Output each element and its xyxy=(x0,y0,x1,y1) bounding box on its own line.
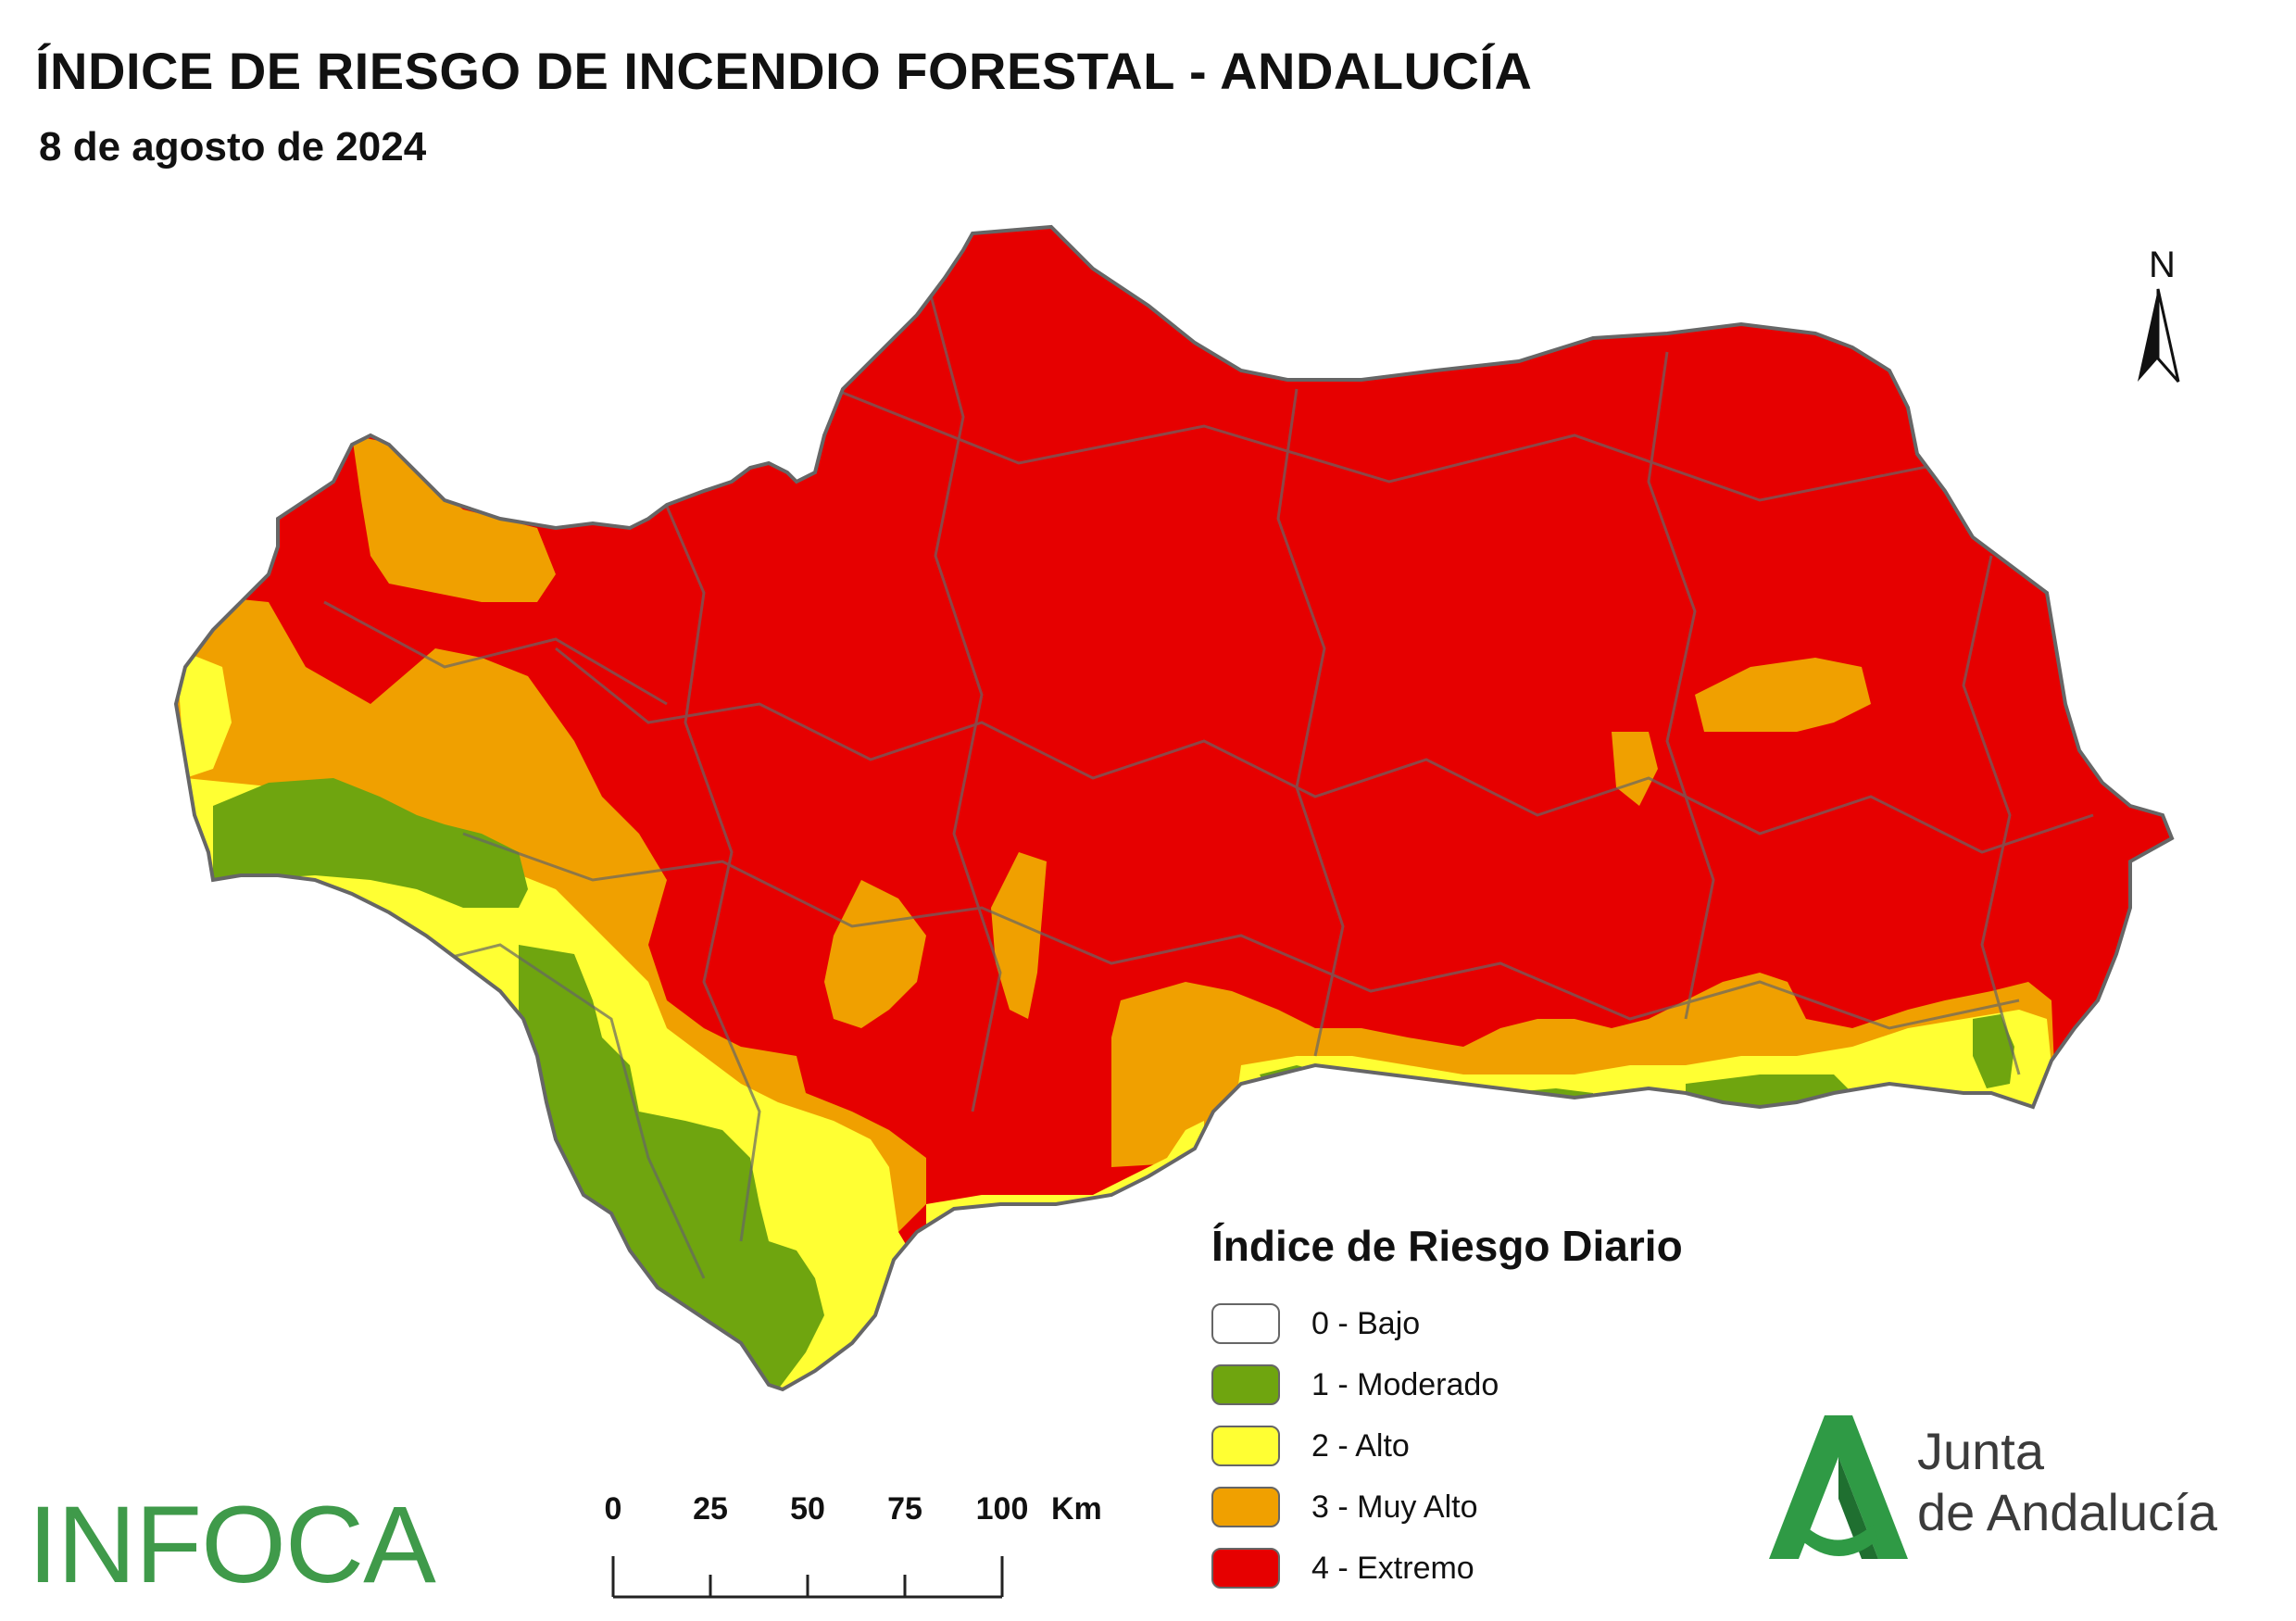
map-title: ÍNDICE DE RIESGO DE INCENDIO FORESTAL - … xyxy=(35,42,1533,100)
legend-title: Índice de Riesgo Diario xyxy=(1211,1222,1683,1270)
legend-swatch-moderado xyxy=(1211,1364,1280,1405)
junta-andalucia-logo: Junta de Andalucía xyxy=(1769,1415,2269,1564)
municipal-boundaries xyxy=(277,277,2094,1279)
infoca-logo: INFOCA xyxy=(28,1484,436,1606)
scale-tick-label: 75 xyxy=(887,1491,922,1527)
scale-unit: Km xyxy=(1051,1491,1102,1527)
junta-logo-line1: Junta xyxy=(1917,1422,2044,1480)
north-label: N xyxy=(2149,245,2176,285)
muy-alto-zone-north xyxy=(352,435,556,602)
legend-item-moderado: 1 - Moderado xyxy=(1211,1354,1683,1415)
muy-alto-zone-east xyxy=(1695,658,1871,732)
scale-tick-label: 25 xyxy=(693,1491,728,1527)
legend-item-bajo: 0 - Bajo xyxy=(1211,1293,1683,1354)
legend-swatch-muy-alto xyxy=(1211,1487,1280,1527)
scale-tick-label: 100 xyxy=(975,1491,1029,1527)
moderado-zone-east xyxy=(1973,1014,2014,1088)
moderado-zone-cadiz xyxy=(519,945,824,1389)
north-arrow-icon xyxy=(2138,288,2180,383)
scale-bar: 0 25 50 75 100 Km xyxy=(593,1491,1111,1602)
scale-tick-label: 0 xyxy=(604,1491,622,1527)
legend-swatch-bajo xyxy=(1211,1303,1280,1344)
legend-swatch-alto xyxy=(1211,1426,1280,1466)
legend-label: 2 - Alto xyxy=(1311,1427,1410,1464)
legend-item-alto: 2 - Alto xyxy=(1211,1415,1683,1476)
map-date: 8 de agosto de 2024 xyxy=(39,124,427,170)
legend-label: 1 - Moderado xyxy=(1311,1366,1499,1402)
legend-label: 0 - Bajo xyxy=(1311,1305,1421,1341)
legend-swatch-extremo xyxy=(1211,1548,1280,1589)
alto-zone-west xyxy=(176,648,232,778)
junta-logo-icon xyxy=(1769,1415,1908,1559)
moderado-zone-south1 xyxy=(1260,1065,1343,1112)
muy-alto-zone-central xyxy=(824,880,926,1028)
scale-tick-label: 50 xyxy=(790,1491,825,1527)
legend-item-extremo: 4 - Extremo xyxy=(1211,1538,1683,1599)
muy-alto-zone-central2 xyxy=(991,852,1047,1019)
junta-logo-line2: de Andalucía xyxy=(1917,1483,2217,1541)
legend: Índice de Riesgo Diario 0 - Bajo 1 - Mod… xyxy=(1211,1221,1683,1599)
legend-label: 3 - Muy Alto xyxy=(1311,1489,1478,1525)
legend-item-muy-alto: 3 - Muy Alto xyxy=(1211,1476,1683,1538)
scale-bar-ruler xyxy=(611,1556,1004,1599)
legend-label: 4 - Extremo xyxy=(1311,1550,1474,1586)
